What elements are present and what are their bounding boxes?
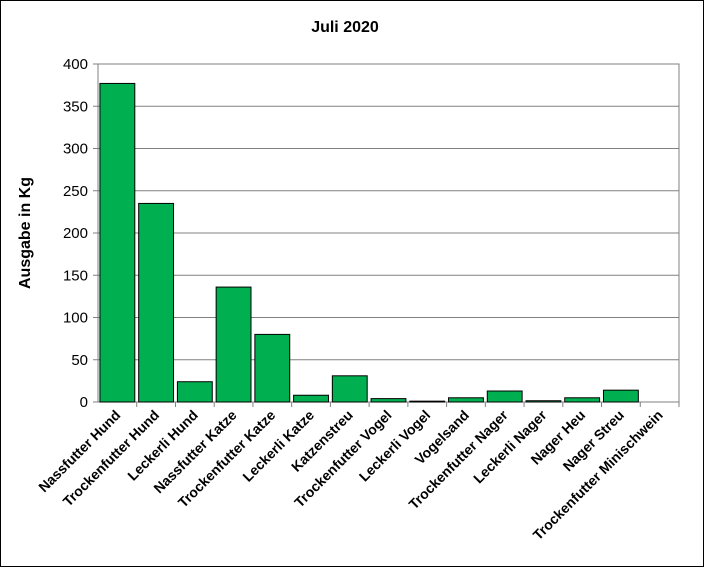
bar [254, 333, 291, 403]
bar [331, 375, 368, 403]
bar [138, 202, 175, 403]
bar [564, 397, 601, 403]
chart-title: Juli 2020 [311, 19, 379, 36]
bar [448, 397, 484, 403]
gridlines [93, 63, 680, 407]
bar [99, 82, 136, 403]
bar [409, 400, 446, 403]
bar [176, 381, 213, 403]
bar [602, 389, 639, 403]
bar [293, 394, 329, 403]
bar [215, 286, 252, 403]
y-tick-label: 200 [63, 225, 88, 242]
y-tick-label: 100 [63, 310, 88, 327]
y-tick-label: 0 [80, 394, 88, 411]
y-tick-label: 350 [63, 98, 88, 115]
y-tick-label: 250 [63, 183, 88, 200]
y-tick-labels: 0 50 100 150 200 250 300 350 400 [63, 56, 88, 411]
y-tick-label: 400 [63, 56, 88, 73]
y-tick-label: 50 [71, 352, 88, 369]
y-tick-label: 150 [63, 267, 88, 284]
bars [99, 82, 639, 403]
bar [486, 390, 523, 403]
bar [370, 398, 407, 403]
y-axis-label: Ausgabe in Kg [17, 177, 34, 289]
y-tick-label: 300 [63, 141, 88, 158]
bar [525, 400, 562, 403]
